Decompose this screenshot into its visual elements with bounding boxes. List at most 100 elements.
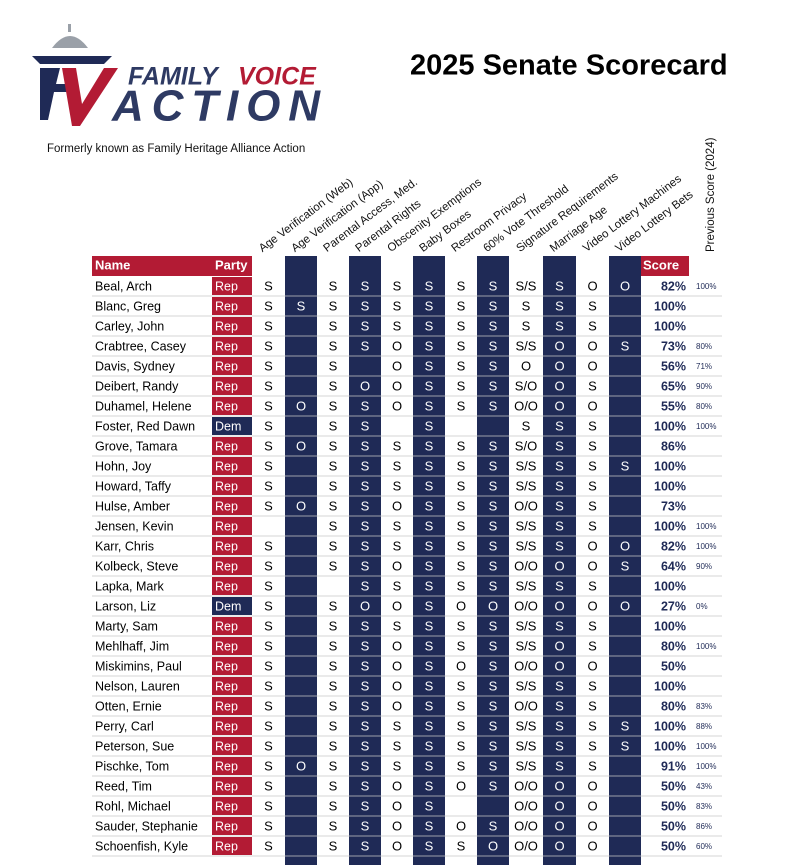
party: Rep (215, 439, 238, 453)
vote: S (555, 738, 564, 753)
vote: S/S (516, 578, 537, 593)
vote: S (555, 298, 564, 313)
score: 80% (661, 699, 686, 713)
vote: S (489, 298, 498, 313)
party-cell (212, 517, 252, 535)
vote: S (329, 438, 338, 453)
vote: S (457, 378, 466, 393)
vote: S (425, 538, 434, 553)
vote: S (588, 618, 597, 633)
party: Rep (215, 839, 238, 853)
vote: S (588, 718, 597, 733)
party-header: Party (215, 257, 248, 272)
vote: S (264, 798, 273, 813)
party: Rep (215, 779, 238, 793)
vote: O/O (514, 698, 538, 713)
vote: O (296, 758, 306, 773)
member-name: Foster, Red Dawn (95, 419, 195, 433)
member-name: Kolbeck, Steve (95, 559, 178, 573)
vote: O (296, 398, 306, 413)
vote: S (555, 418, 564, 433)
vote: O (554, 598, 564, 613)
vote: S (361, 498, 370, 513)
vote: S (457, 318, 466, 333)
party-cell (212, 637, 252, 655)
vote: S (329, 598, 338, 613)
vote: S (329, 818, 338, 833)
issue-column-shade (285, 256, 317, 865)
vote: S (425, 398, 434, 413)
vote: O (296, 498, 306, 513)
vote: S (588, 518, 597, 533)
vote: S (361, 658, 370, 673)
vote: S (329, 418, 338, 433)
vote: S (264, 598, 273, 613)
party-cell (212, 777, 252, 795)
vote: S (425, 698, 434, 713)
vote: S (329, 778, 338, 793)
party: Rep (215, 759, 238, 773)
vote: S (555, 718, 564, 733)
vote: S (329, 458, 338, 473)
vote: S (555, 518, 564, 533)
vote: S (329, 538, 338, 553)
vote: O (587, 778, 597, 793)
party: Rep (215, 479, 238, 493)
vote: S (489, 378, 498, 393)
vote: S (425, 578, 434, 593)
score: 64% (661, 559, 686, 573)
party: Rep (215, 399, 238, 413)
vote: S (457, 478, 466, 493)
vote: O (392, 698, 402, 713)
previous-score: 100% (696, 542, 716, 551)
score: 100% (654, 519, 686, 533)
logo-family: FAMILY (128, 63, 220, 91)
member-name: Perry, Carl (95, 719, 154, 733)
vote: S (393, 518, 402, 533)
vote: S (329, 718, 338, 733)
member-name: Jensen, Kevin (95, 519, 174, 533)
vote: O (587, 358, 597, 373)
vote: S (489, 818, 498, 833)
vote: S (264, 498, 273, 513)
vote: O (554, 338, 564, 353)
vote: S (425, 418, 434, 433)
vote: S (489, 758, 498, 773)
vote: O (587, 398, 597, 413)
party-cell (212, 597, 252, 615)
vote: S (489, 578, 498, 593)
vote: S (361, 798, 370, 813)
vote: O (554, 378, 564, 393)
vote: O (392, 658, 402, 673)
vote: S (588, 438, 597, 453)
vote: S (522, 318, 531, 333)
party-cell (212, 317, 252, 335)
vote: O (360, 598, 370, 613)
vote: S/S (516, 518, 537, 533)
logo-voice: VOICE (238, 63, 317, 91)
score: 80% (661, 639, 686, 653)
vote: S (489, 738, 498, 753)
vote: S (457, 278, 466, 293)
vote: S (588, 578, 597, 593)
member-name: Sauder, Stephanie (95, 819, 198, 833)
score: 100% (654, 459, 686, 473)
vote: S (329, 478, 338, 493)
vote: S (361, 698, 370, 713)
score: 73% (661, 339, 686, 353)
score: 50% (661, 779, 686, 793)
vote: S (621, 458, 630, 473)
vote: S/S (516, 758, 537, 773)
vote: S (361, 418, 370, 433)
vote: S (329, 638, 338, 653)
vote: S (361, 558, 370, 573)
vote: O (392, 378, 402, 393)
vote: S (329, 658, 338, 673)
party: Rep (215, 319, 238, 333)
vote: S (264, 358, 273, 373)
vote: O (456, 658, 466, 673)
vote: S (264, 718, 273, 733)
vote: S (329, 318, 338, 333)
party: Rep (215, 299, 238, 313)
